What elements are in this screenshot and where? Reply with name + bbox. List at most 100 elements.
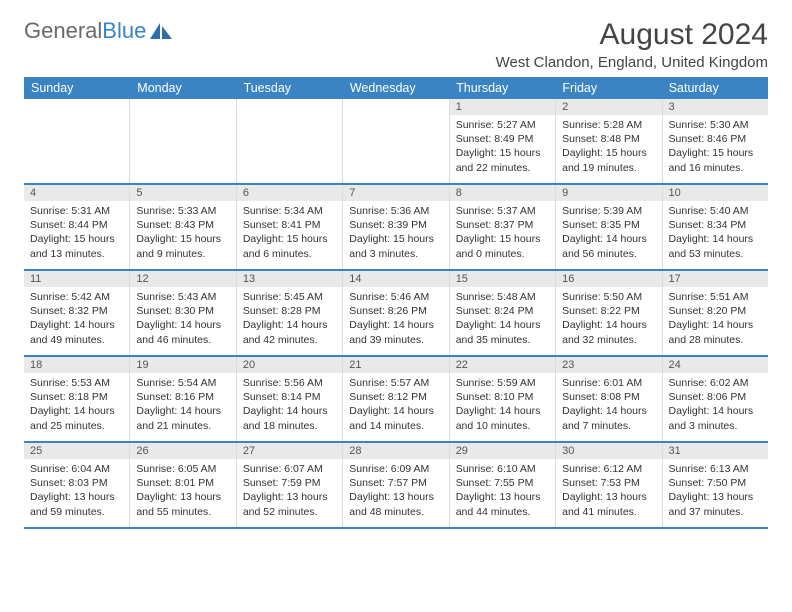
daylight-text: Daylight: 14 hours and 32 minutes.: [562, 318, 655, 346]
day-number: 15: [450, 271, 555, 287]
day-number: 17: [663, 271, 768, 287]
day-cell: 20Sunrise: 5:56 AMSunset: 8:14 PMDayligh…: [236, 357, 342, 441]
brand-logo: GeneralBlue: [24, 18, 174, 44]
sunset-text: Sunset: 8:37 PM: [456, 218, 549, 232]
location-subtitle: West Clandon, England, United Kingdom: [496, 54, 768, 71]
day-number: 21: [343, 357, 448, 373]
day-cell: 31Sunrise: 6:13 AMSunset: 7:50 PMDayligh…: [662, 443, 768, 527]
daylight-text: Daylight: 13 hours and 52 minutes.: [243, 490, 336, 518]
day-details: Sunrise: 6:01 AMSunset: 8:08 PMDaylight:…: [556, 373, 661, 438]
day-cell: .: [236, 99, 342, 183]
day-cell: 8Sunrise: 5:37 AMSunset: 8:37 PMDaylight…: [449, 185, 555, 269]
sunrise-text: Sunrise: 6:10 AM: [456, 462, 549, 476]
daylight-text: Daylight: 15 hours and 3 minutes.: [349, 232, 442, 260]
day-cell: .: [129, 99, 235, 183]
sunrise-text: Sunrise: 5:54 AM: [136, 376, 229, 390]
day-number: 8: [450, 185, 555, 201]
daylight-text: Daylight: 15 hours and 16 minutes.: [669, 146, 762, 174]
sunrise-text: Sunrise: 5:59 AM: [456, 376, 549, 390]
day-number: 2: [556, 99, 661, 115]
day-number: 27: [237, 443, 342, 459]
sunrise-text: Sunrise: 5:50 AM: [562, 290, 655, 304]
day-number: 22: [450, 357, 555, 373]
day-details: Sunrise: 6:05 AMSunset: 8:01 PMDaylight:…: [130, 459, 235, 524]
day-number: 12: [130, 271, 235, 287]
sunrise-text: Sunrise: 5:48 AM: [456, 290, 549, 304]
day-cell: 1Sunrise: 5:27 AMSunset: 8:49 PMDaylight…: [449, 99, 555, 183]
day-number: 29: [450, 443, 555, 459]
weekday-header: Friday: [555, 77, 661, 99]
day-cell: 15Sunrise: 5:48 AMSunset: 8:24 PMDayligh…: [449, 271, 555, 355]
sunrise-text: Sunrise: 6:07 AM: [243, 462, 336, 476]
weekday-header: Sunday: [24, 77, 130, 99]
daylight-text: Daylight: 14 hours and 42 minutes.: [243, 318, 336, 346]
day-number: 31: [663, 443, 768, 459]
sunset-text: Sunset: 8:20 PM: [669, 304, 762, 318]
day-details: Sunrise: 5:30 AMSunset: 8:46 PMDaylight:…: [663, 115, 768, 180]
day-number: 24: [663, 357, 768, 373]
daylight-text: Daylight: 15 hours and 13 minutes.: [30, 232, 123, 260]
day-details: Sunrise: 5:57 AMSunset: 8:12 PMDaylight:…: [343, 373, 448, 438]
day-cell: .: [24, 99, 129, 183]
daylight-text: Daylight: 13 hours and 59 minutes.: [30, 490, 123, 518]
day-cell: 2Sunrise: 5:28 AMSunset: 8:48 PMDaylight…: [555, 99, 661, 183]
sunset-text: Sunset: 7:59 PM: [243, 476, 336, 490]
day-cell: 18Sunrise: 5:53 AMSunset: 8:18 PMDayligh…: [24, 357, 129, 441]
daylight-text: Daylight: 13 hours and 48 minutes.: [349, 490, 442, 518]
day-details: Sunrise: 5:54 AMSunset: 8:16 PMDaylight:…: [130, 373, 235, 438]
sunrise-text: Sunrise: 6:12 AM: [562, 462, 655, 476]
sunrise-text: Sunrise: 5:28 AM: [562, 118, 655, 132]
day-number: 1: [450, 99, 555, 115]
daylight-text: Daylight: 14 hours and 53 minutes.: [669, 232, 762, 260]
day-number: 28: [343, 443, 448, 459]
daylight-text: Daylight: 14 hours and 39 minutes.: [349, 318, 442, 346]
sunset-text: Sunset: 8:44 PM: [30, 218, 123, 232]
week-row: 18Sunrise: 5:53 AMSunset: 8:18 PMDayligh…: [24, 357, 768, 443]
day-number: 14: [343, 271, 448, 287]
daylight-text: Daylight: 14 hours and 28 minutes.: [669, 318, 762, 346]
sunrise-text: Sunrise: 5:43 AM: [136, 290, 229, 304]
daylight-text: Daylight: 14 hours and 49 minutes.: [30, 318, 123, 346]
day-number: 9: [556, 185, 661, 201]
sunset-text: Sunset: 8:12 PM: [349, 390, 442, 404]
day-cell: 5Sunrise: 5:33 AMSunset: 8:43 PMDaylight…: [129, 185, 235, 269]
daylight-text: Daylight: 14 hours and 18 minutes.: [243, 404, 336, 432]
week-row: ....1Sunrise: 5:27 AMSunset: 8:49 PMDayl…: [24, 99, 768, 185]
title-block: August 2024 West Clandon, England, Unite…: [496, 18, 768, 71]
day-cell: 25Sunrise: 6:04 AMSunset: 8:03 PMDayligh…: [24, 443, 129, 527]
day-details: Sunrise: 5:31 AMSunset: 8:44 PMDaylight:…: [24, 201, 129, 266]
daylight-text: Daylight: 14 hours and 46 minutes.: [136, 318, 229, 346]
day-cell: 12Sunrise: 5:43 AMSunset: 8:30 PMDayligh…: [129, 271, 235, 355]
sunrise-text: Sunrise: 5:27 AM: [456, 118, 549, 132]
sunset-text: Sunset: 8:48 PM: [562, 132, 655, 146]
day-details: Sunrise: 5:33 AMSunset: 8:43 PMDaylight:…: [130, 201, 235, 266]
day-cell: 3Sunrise: 5:30 AMSunset: 8:46 PMDaylight…: [662, 99, 768, 183]
day-details: Sunrise: 5:53 AMSunset: 8:18 PMDaylight:…: [24, 373, 129, 438]
day-details: Sunrise: 5:48 AMSunset: 8:24 PMDaylight:…: [450, 287, 555, 352]
daylight-text: Daylight: 15 hours and 9 minutes.: [136, 232, 229, 260]
sunset-text: Sunset: 7:57 PM: [349, 476, 442, 490]
sunset-text: Sunset: 8:22 PM: [562, 304, 655, 318]
sunset-text: Sunset: 8:10 PM: [456, 390, 549, 404]
day-number: 18: [24, 357, 129, 373]
weekday-header: Monday: [130, 77, 236, 99]
day-number: 6: [237, 185, 342, 201]
weekday-header: Thursday: [449, 77, 555, 99]
daylight-text: Daylight: 13 hours and 44 minutes.: [456, 490, 549, 518]
sunset-text: Sunset: 8:08 PM: [562, 390, 655, 404]
day-number: 20: [237, 357, 342, 373]
day-number: 7: [343, 185, 448, 201]
sunrise-text: Sunrise: 5:45 AM: [243, 290, 336, 304]
sunrise-text: Sunrise: 6:01 AM: [562, 376, 655, 390]
day-details: Sunrise: 5:46 AMSunset: 8:26 PMDaylight:…: [343, 287, 448, 352]
sunrise-text: Sunrise: 6:13 AM: [669, 462, 762, 476]
day-cell: 29Sunrise: 6:10 AMSunset: 7:55 PMDayligh…: [449, 443, 555, 527]
daylight-text: Daylight: 14 hours and 3 minutes.: [669, 404, 762, 432]
day-cell: 26Sunrise: 6:05 AMSunset: 8:01 PMDayligh…: [129, 443, 235, 527]
day-cell: 14Sunrise: 5:46 AMSunset: 8:26 PMDayligh…: [342, 271, 448, 355]
sunrise-text: Sunrise: 5:33 AM: [136, 204, 229, 218]
day-cell: 10Sunrise: 5:40 AMSunset: 8:34 PMDayligh…: [662, 185, 768, 269]
month-title: August 2024: [496, 18, 768, 52]
day-details: Sunrise: 5:50 AMSunset: 8:22 PMDaylight:…: [556, 287, 661, 352]
day-details: Sunrise: 6:09 AMSunset: 7:57 PMDaylight:…: [343, 459, 448, 524]
